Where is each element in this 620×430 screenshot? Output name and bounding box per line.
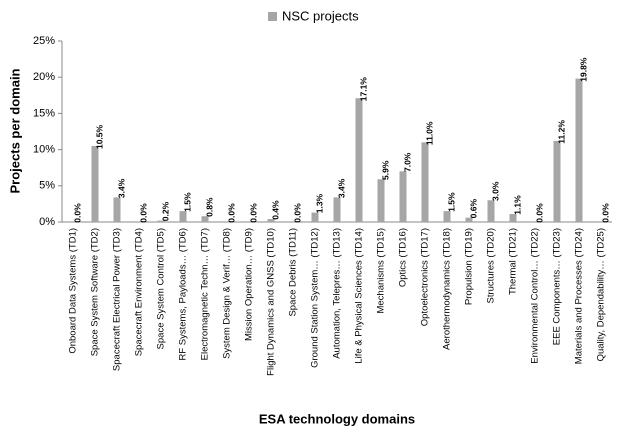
x-tick-label: Space System Software (TD2) bbox=[90, 228, 101, 356]
x-tick-label: Ground Station System… (TD12) bbox=[310, 228, 321, 368]
value-label: 10.5% bbox=[94, 124, 104, 149]
y-tick-label: 0% bbox=[39, 216, 55, 228]
bar bbox=[399, 171, 407, 222]
bar bbox=[509, 214, 517, 222]
bar bbox=[311, 212, 319, 222]
value-label: 3.0% bbox=[490, 181, 500, 201]
x-tick-label: Electromagnetic Techn… (TD7) bbox=[200, 228, 211, 360]
x-tick-label: Space Debris (TD11) bbox=[288, 228, 299, 317]
bar bbox=[201, 216, 209, 222]
x-tick-label: Structures (TD20) bbox=[486, 228, 497, 304]
x-tick-label: EEE Components… (TD23) bbox=[552, 228, 563, 345]
bar bbox=[91, 145, 99, 222]
value-label: 0.0% bbox=[226, 203, 236, 223]
value-label: 1.5% bbox=[182, 192, 192, 212]
value-label: 11.0% bbox=[424, 121, 434, 145]
bar bbox=[355, 98, 363, 222]
value-label: 0.6% bbox=[468, 199, 478, 219]
y-tick-label: 25% bbox=[33, 35, 55, 47]
x-tick-label: Optoelectronics (TD17) bbox=[420, 228, 431, 326]
x-tick-label: Space System Control (TD5) bbox=[156, 228, 167, 349]
x-tick-label: Life & Physical Sciences (TD14) bbox=[354, 228, 365, 364]
x-tick-label: Thermal (TD21) bbox=[508, 228, 519, 295]
bar bbox=[443, 211, 451, 222]
x-tick-label: Optics (TD16) bbox=[398, 228, 409, 287]
y-tick-label: 15% bbox=[33, 107, 55, 119]
bar bbox=[113, 197, 121, 222]
bar bbox=[333, 197, 341, 222]
bar bbox=[267, 219, 275, 222]
x-tick-label: System Design & Verif… (TD8) bbox=[222, 228, 233, 359]
value-label: 1.1% bbox=[512, 195, 522, 215]
value-label: 7.0% bbox=[402, 152, 412, 172]
y-tick-label: 5% bbox=[39, 180, 55, 192]
x-tick-label: Flight Dynamics and GNSS (TD10) bbox=[266, 228, 277, 376]
x-tick-label: Propulsion (TD19) bbox=[464, 228, 475, 305]
value-label: 0.0% bbox=[534, 203, 544, 223]
x-tick-label: Spacecraft Environment (TD4) bbox=[134, 228, 145, 356]
x-axis-title: ESA technology domains bbox=[259, 411, 415, 426]
legend-label: NSC projects bbox=[282, 8, 359, 23]
y-tick-label: 10% bbox=[33, 144, 55, 156]
value-label: 0.0% bbox=[600, 203, 610, 223]
bar bbox=[553, 140, 561, 222]
x-tick-label: Automation, Telepres… (TD13) bbox=[332, 228, 343, 359]
y-axis-title: Projects per domain bbox=[7, 68, 22, 193]
value-label: 17.1% bbox=[358, 77, 368, 102]
value-label: 3.4% bbox=[336, 178, 346, 198]
value-label: 0.0% bbox=[138, 203, 148, 223]
x-tick-label: Quality, Dependability… (TD25) bbox=[596, 228, 607, 361]
x-tick-label: Mission Operation… (TD9) bbox=[244, 228, 255, 341]
value-label: 5.9% bbox=[380, 160, 390, 180]
x-tick-label: RF Systems, Payloads… (TD6) bbox=[178, 228, 189, 361]
value-label: 0.0% bbox=[248, 203, 258, 223]
bar bbox=[421, 142, 429, 222]
value-label: 0.2% bbox=[160, 201, 170, 221]
value-label: 1.3% bbox=[314, 193, 324, 213]
value-label: 11.2% bbox=[556, 120, 566, 144]
x-tick-label: Onboard Data Systems (TD1) bbox=[68, 228, 79, 354]
x-tick-label: Aerothermodynamics (TD18) bbox=[442, 228, 453, 350]
value-label: 3.4% bbox=[116, 178, 126, 198]
bar bbox=[487, 200, 495, 222]
legend-swatch bbox=[268, 12, 277, 21]
bar bbox=[377, 179, 385, 222]
x-tick-label: Mechanisms (TD15) bbox=[376, 228, 387, 314]
value-label: 0.8% bbox=[204, 197, 214, 217]
x-tick-label: Environmental Control… (TD22) bbox=[530, 228, 541, 364]
x-tick-label: Spacecraft Electrical Power (TD3) bbox=[112, 228, 123, 371]
bar bbox=[575, 78, 583, 222]
bar bbox=[465, 217, 473, 222]
value-label: 1.5% bbox=[446, 192, 456, 212]
bar bbox=[179, 211, 187, 222]
value-label: 0.0% bbox=[292, 203, 302, 223]
value-label: 19.8% bbox=[578, 57, 588, 82]
bar bbox=[157, 220, 165, 222]
y-tick-label: 20% bbox=[33, 71, 55, 83]
value-label: 0.0% bbox=[72, 203, 82, 223]
value-label: 0.4% bbox=[270, 200, 280, 220]
x-tick-label: Materials and Processes (TD24) bbox=[574, 228, 585, 364]
